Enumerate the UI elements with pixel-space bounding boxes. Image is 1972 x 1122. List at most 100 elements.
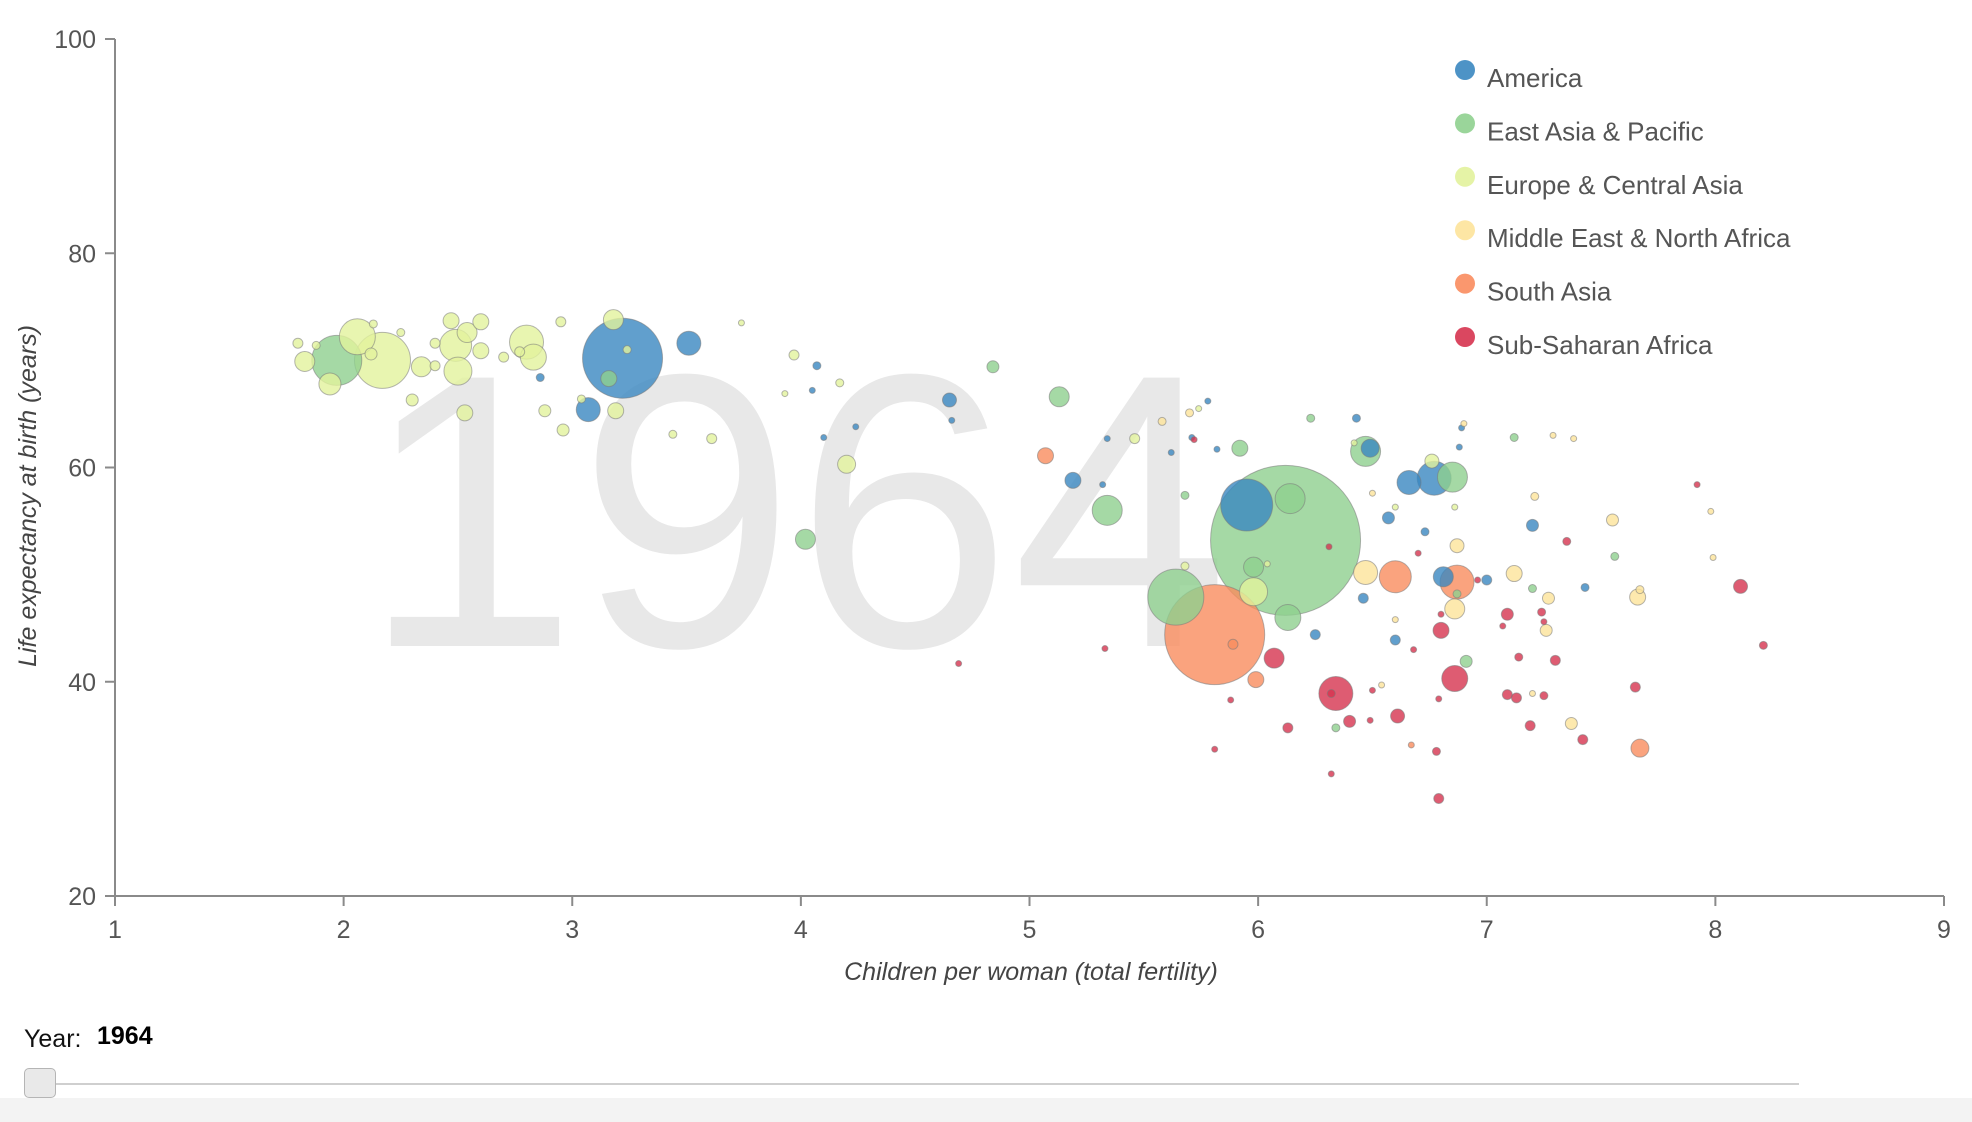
- bubble-europe-central-asia[interactable]: [456, 404, 474, 422]
- bubble-america[interactable]: [1420, 527, 1430, 537]
- bubble-sub-saharan-africa[interactable]: [1263, 647, 1285, 669]
- bubble-east-asia-pacific[interactable]: [1180, 490, 1190, 500]
- bubble-sub-saharan-africa[interactable]: [1327, 770, 1335, 778]
- bubble-europe-central-asia[interactable]: [514, 346, 526, 358]
- bubble-middle-east-north-africa[interactable]: [1528, 690, 1536, 698]
- bubble-sub-saharan-africa[interactable]: [1437, 610, 1445, 618]
- bubble-sub-saharan-africa[interactable]: [1227, 696, 1235, 704]
- bubble-sub-saharan-africa[interactable]: [1537, 607, 1547, 617]
- bubble-middle-east-north-africa[interactable]: [1635, 585, 1645, 595]
- bubble-america[interactable]: [948, 416, 956, 424]
- bubble-east-asia-pacific[interactable]: [1048, 386, 1070, 408]
- bubble-sub-saharan-africa[interactable]: [1343, 714, 1357, 728]
- bubble-america[interactable]: [852, 423, 860, 431]
- bubble-sub-saharan-africa[interactable]: [1539, 691, 1549, 701]
- bubble-middle-east-north-africa[interactable]: [1460, 420, 1468, 428]
- bubble-east-asia-pacific[interactable]: [1610, 551, 1620, 561]
- bubble-europe-central-asia[interactable]: [555, 316, 567, 328]
- bubble-sub-saharan-africa[interactable]: [1524, 720, 1536, 732]
- bubble-sub-saharan-africa[interactable]: [1325, 543, 1333, 551]
- bubble-sub-saharan-africa[interactable]: [1499, 622, 1507, 630]
- bubble-europe-central-asia[interactable]: [519, 343, 547, 371]
- bubble-europe-central-asia[interactable]: [622, 345, 632, 355]
- bubble-east-asia-pacific[interactable]: [1243, 556, 1265, 578]
- bubble-middle-east-north-africa[interactable]: [1541, 591, 1555, 605]
- bubble-europe-central-asia[interactable]: [837, 454, 857, 474]
- bubble-middle-east-north-africa[interactable]: [1564, 717, 1578, 731]
- bubble-america[interactable]: [1103, 435, 1111, 443]
- bubble-america[interactable]: [1220, 478, 1274, 532]
- bubble-sub-saharan-africa[interactable]: [1326, 689, 1336, 699]
- bubble-east-asia-pacific[interactable]: [1306, 413, 1316, 423]
- bubble-sub-saharan-africa[interactable]: [1414, 549, 1422, 557]
- bubble-east-asia-pacific[interactable]: [794, 528, 816, 550]
- bubble-sub-saharan-africa[interactable]: [1432, 621, 1450, 639]
- bubble-east-asia-pacific[interactable]: [1091, 494, 1123, 526]
- bubble-middle-east-north-africa[interactable]: [1505, 565, 1523, 583]
- bubble-sub-saharan-africa[interactable]: [1549, 654, 1561, 666]
- bubble-europe-central-asia[interactable]: [556, 423, 570, 437]
- bubble-europe-central-asia[interactable]: [368, 319, 378, 329]
- bubble-america[interactable]: [820, 434, 828, 442]
- bubble-sub-saharan-africa[interactable]: [1693, 481, 1701, 489]
- bubble-sub-saharan-africa[interactable]: [1514, 652, 1524, 662]
- bubble-america[interactable]: [1099, 481, 1107, 489]
- bubble-europe-central-asia[interactable]: [607, 402, 625, 420]
- bubble-america[interactable]: [1357, 592, 1369, 604]
- bubble-middle-east-north-africa[interactable]: [1549, 431, 1557, 439]
- bubble-europe-central-asia[interactable]: [1424, 453, 1440, 469]
- bubble-east-asia-pacific[interactable]: [1527, 584, 1537, 594]
- bubble-america[interactable]: [676, 330, 702, 356]
- bubble-east-asia-pacific[interactable]: [1452, 589, 1462, 599]
- bubble-east-asia-pacific[interactable]: [600, 370, 618, 388]
- bubble-america[interactable]: [1213, 445, 1221, 453]
- bubble-middle-east-north-africa[interactable]: [1157, 416, 1167, 426]
- bubble-europe-central-asia[interactable]: [1263, 560, 1271, 568]
- bubble-sub-saharan-africa[interactable]: [1431, 746, 1441, 756]
- bubble-europe-central-asia[interactable]: [442, 312, 460, 330]
- bubble-europe-central-asia[interactable]: [498, 351, 510, 363]
- bubble-europe-central-asia[interactable]: [364, 347, 378, 361]
- bubble-middle-east-north-africa[interactable]: [1391, 616, 1399, 624]
- bubble-europe-central-asia[interactable]: [472, 313, 490, 331]
- bubble-europe-central-asia[interactable]: [788, 349, 800, 361]
- bubble-east-asia-pacific[interactable]: [1436, 461, 1468, 493]
- bubble-middle-east-north-africa[interactable]: [1378, 681, 1386, 689]
- bubble-europe-central-asia[interactable]: [405, 393, 419, 407]
- bubble-sub-saharan-africa[interactable]: [1733, 578, 1749, 594]
- bubble-america[interactable]: [808, 386, 816, 394]
- year-slider-track[interactable]: [24, 1083, 1799, 1085]
- bubble-europe-central-asia[interactable]: [292, 337, 304, 349]
- bubble-south-asia[interactable]: [1630, 738, 1650, 758]
- bubble-south-asia[interactable]: [1247, 671, 1265, 689]
- year-slider-handle[interactable]: [24, 1068, 56, 1098]
- bubble-europe-central-asia[interactable]: [410, 356, 432, 378]
- bubble-europe-central-asia[interactable]: [538, 404, 552, 418]
- bubble-america[interactable]: [1064, 471, 1082, 489]
- bubble-europe-central-asia[interactable]: [781, 390, 789, 398]
- bubble-europe-central-asia[interactable]: [1350, 439, 1358, 447]
- bubble-middle-east-north-africa[interactable]: [1570, 435, 1578, 443]
- bubble-sub-saharan-africa[interactable]: [1390, 708, 1406, 724]
- bubble-europe-central-asia[interactable]: [1391, 503, 1399, 511]
- bubble-sub-saharan-africa[interactable]: [1190, 436, 1198, 444]
- bubble-sub-saharan-africa[interactable]: [1366, 716, 1374, 724]
- bubble-america[interactable]: [1381, 511, 1395, 525]
- bubble-middle-east-north-africa[interactable]: [1605, 513, 1619, 527]
- bubble-sub-saharan-africa[interactable]: [1433, 793, 1445, 805]
- bubble-america[interactable]: [812, 361, 822, 371]
- bubble-middle-east-north-africa[interactable]: [1530, 491, 1540, 501]
- bubble-south-asia[interactable]: [1378, 560, 1412, 594]
- bubble-south-asia[interactable]: [1037, 447, 1055, 465]
- bubble-middle-east-north-africa[interactable]: [1185, 408, 1195, 418]
- bubble-sub-saharan-africa[interactable]: [1435, 695, 1443, 703]
- bubble-europe-central-asia[interactable]: [429, 360, 441, 372]
- bubble-america[interactable]: [1167, 449, 1175, 457]
- bubble-sub-saharan-africa[interactable]: [955, 660, 963, 668]
- bubble-sub-saharan-africa[interactable]: [1510, 692, 1522, 704]
- bubble-sub-saharan-africa[interactable]: [1101, 645, 1109, 653]
- bubble-europe-central-asia[interactable]: [1239, 577, 1269, 607]
- bubble-middle-east-north-africa[interactable]: [1449, 538, 1465, 554]
- bubble-america[interactable]: [1204, 397, 1212, 405]
- bubble-middle-east-north-africa[interactable]: [1709, 553, 1717, 561]
